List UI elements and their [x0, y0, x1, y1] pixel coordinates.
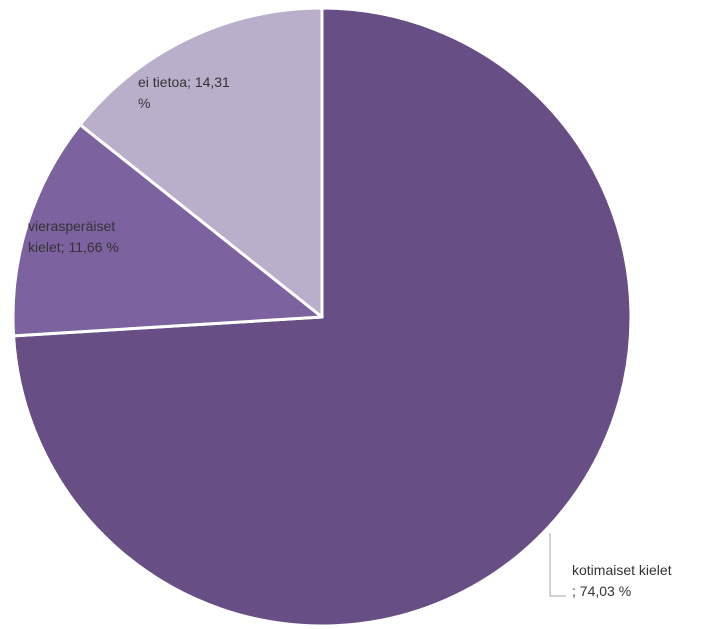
data-label-line: ; 74,03 %: [572, 583, 631, 599]
data-label-line: kielet; 11,66 %: [28, 239, 119, 255]
pie-slice-vierasperaiset-kielet: [11, 123, 324, 338]
leader-line-kotimaiset-kielet: [549, 533, 566, 597]
data-label-ei-tietoa: ei tietoa; 14,31%: [138, 74, 230, 111]
data-label-line: kotimaiset kielet: [572, 562, 672, 578]
data-label-line: vierasperäiset: [28, 218, 115, 234]
data-label-line: %: [138, 95, 150, 111]
data-label-vierasperaiset-kielet: vierasperäiset kielet; 11,66 %: [28, 218, 119, 255]
pie-slice-ei-tietoa: [78, 6, 324, 319]
data-label-kotimaiset-kielet: kotimaiset kielet ; 74,03 %: [572, 562, 672, 599]
data-label-line: ei tietoa; 14,31: [138, 74, 230, 90]
